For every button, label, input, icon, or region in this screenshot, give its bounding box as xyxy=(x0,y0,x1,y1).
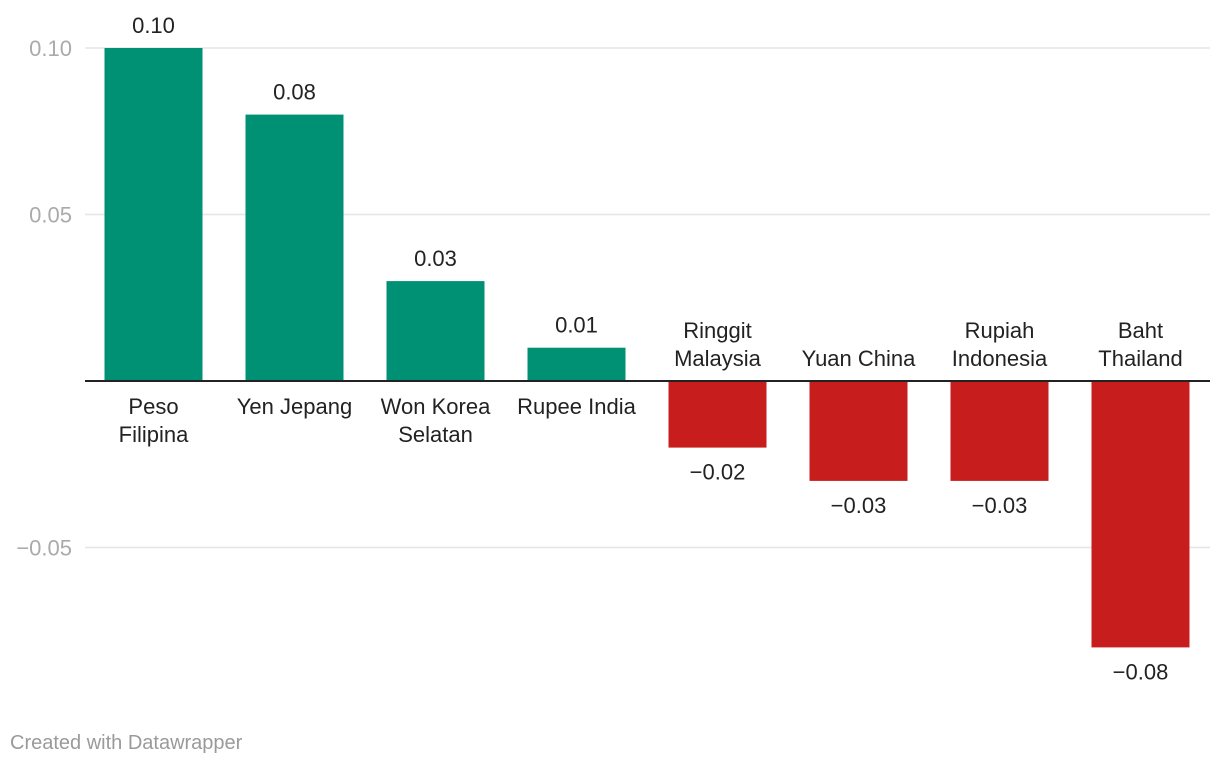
bar-chart: 0.10 0.05 −0.05 0.10 Peso Filipina 0.08 Yen Jep… xyxy=(16,13,1210,684)
value-label: −0.03 xyxy=(831,493,887,518)
bar xyxy=(104,48,203,381)
category-label: Yen Jepang xyxy=(237,394,352,419)
category-label: Rupiah xyxy=(965,318,1035,343)
category-label: Thailand xyxy=(1098,346,1182,371)
y-tick-label: 0.10 xyxy=(29,36,72,61)
category-label: Baht xyxy=(1118,318,1163,343)
y-tick-label: −0.05 xyxy=(16,536,72,561)
bar xyxy=(527,347,626,381)
bar xyxy=(809,381,908,481)
value-label: −0.03 xyxy=(972,493,1028,518)
bar xyxy=(668,381,767,448)
category-label: Ringgit xyxy=(683,318,751,343)
category-label: Selatan xyxy=(398,422,473,447)
category-label: Peso xyxy=(128,394,178,419)
y-tick-label: 0.05 xyxy=(29,203,72,228)
value-label: 0.03 xyxy=(414,246,457,271)
bar xyxy=(1091,381,1190,648)
value-label: 0.01 xyxy=(555,313,598,338)
value-label: −0.02 xyxy=(690,460,746,485)
category-label: Filipina xyxy=(119,422,189,447)
category-label: Indonesia xyxy=(952,346,1048,371)
value-label: 0.10 xyxy=(132,13,175,38)
value-label: 0.08 xyxy=(273,80,316,105)
category-label: Rupee India xyxy=(517,394,636,419)
footer-credit: Created with Datawrapper xyxy=(10,732,243,754)
value-label: −0.08 xyxy=(1113,659,1169,684)
bar xyxy=(386,281,485,381)
category-label: Won Korea xyxy=(381,394,491,419)
category-label: Malaysia xyxy=(674,346,762,371)
bar xyxy=(245,114,344,381)
category-label: Yuan China xyxy=(802,346,917,371)
bar xyxy=(950,381,1049,481)
